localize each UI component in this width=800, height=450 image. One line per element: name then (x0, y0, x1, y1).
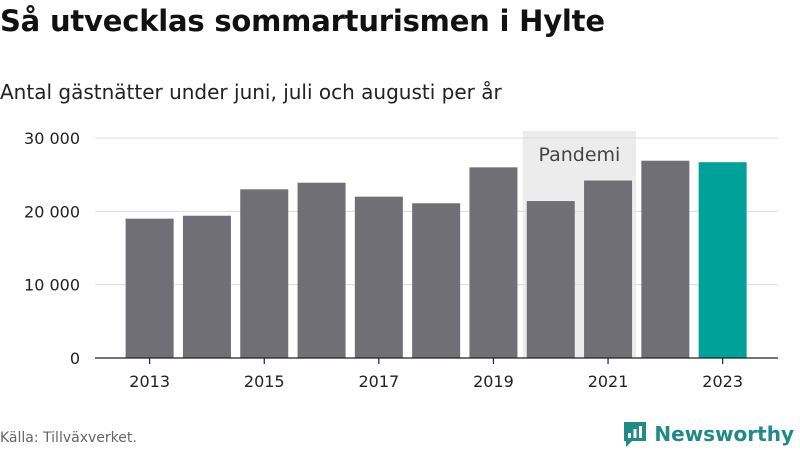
pandemic-label: Pandemi (538, 144, 620, 166)
newsworthy-logo-icon (624, 422, 647, 447)
brand-name: Newsworthy (654, 422, 794, 446)
bar-2016 (297, 182, 346, 358)
x-tick-label: 2021 (588, 372, 629, 391)
y-tick-label: 10 000 (24, 276, 80, 295)
x-tick-label: 2023 (702, 372, 743, 391)
brand: Newsworthy (622, 420, 794, 448)
chart-title: Så utvecklas sommarturismen i Hylte (0, 4, 605, 38)
x-tick-label: 2013 (129, 372, 170, 391)
y-tick-label: 30 000 (24, 129, 80, 148)
y-tick-label: 20 000 (24, 202, 80, 221)
bar-2023 (698, 162, 747, 358)
chart-subtitle: Antal gästnätter under juni, juli och au… (0, 80, 502, 104)
bar-2022 (641, 160, 690, 358)
bar-2013 (125, 218, 174, 358)
bar-2021 (584, 180, 633, 358)
x-tick-label: 2017 (358, 372, 399, 391)
bar-2015 (240, 189, 289, 358)
y-tick-label: 0 (70, 349, 80, 368)
x-tick-label: 2019 (473, 372, 514, 391)
source-note: Källa: Tillväxverket. (0, 430, 137, 446)
bar-2017 (354, 196, 403, 358)
x-tick-label: 2015 (244, 372, 285, 391)
bar-2019 (469, 167, 518, 358)
bar-2014 (182, 215, 231, 358)
bar-2018 (412, 203, 461, 358)
bar-2020 (526, 201, 575, 358)
